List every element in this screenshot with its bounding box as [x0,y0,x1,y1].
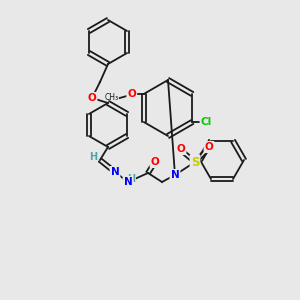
Text: O: O [151,157,159,167]
Text: S: S [191,155,199,169]
Text: N: N [171,170,179,180]
Text: H: H [89,152,97,162]
Text: H: H [127,174,135,184]
Text: O: O [88,93,96,103]
Text: N: N [111,167,119,177]
Text: O: O [205,142,213,152]
Text: CH₃: CH₃ [105,94,119,103]
Text: O: O [128,89,136,99]
Text: O: O [177,144,185,154]
Text: N: N [124,177,132,187]
Text: Cl: Cl [201,117,212,127]
